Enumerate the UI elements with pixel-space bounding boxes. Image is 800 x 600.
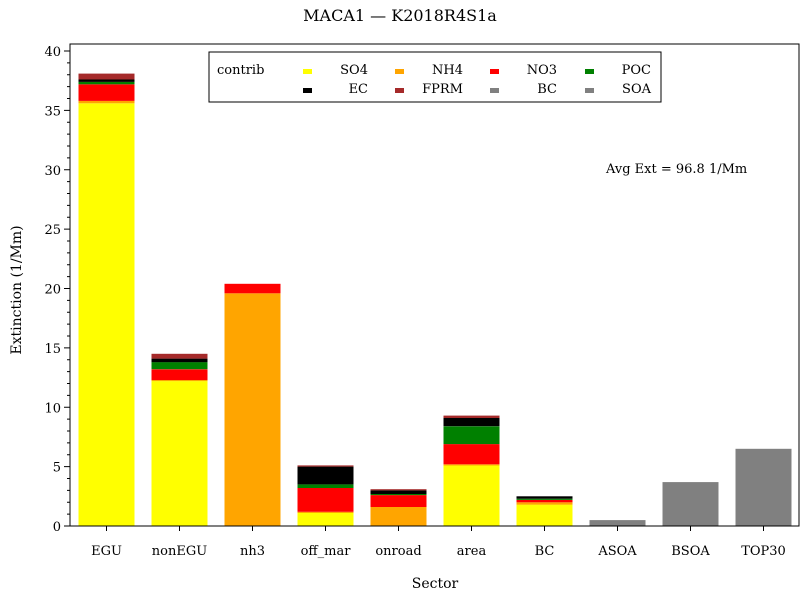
bar-segment-onroad-NH4 [370, 507, 427, 526]
legend-label-FPRM: FPRM [422, 82, 463, 97]
bar-segment-off_mar-SO4 [297, 512, 354, 526]
y-tick-label: 0 [53, 520, 61, 535]
bar-segment-onroad-POC [370, 493, 427, 496]
bar-segment-nonEGU-NH4 [151, 379, 208, 382]
x-tick-label: EGU [91, 544, 122, 559]
bar-segment-BC-NO3 [516, 499, 573, 503]
legend-swatch-SOA [585, 88, 594, 93]
bar-segment-BC-NH4 [516, 502, 573, 505]
bar-segment-nonEGU-POC [151, 362, 208, 370]
y-tick-label: 10 [44, 401, 61, 416]
legend-label-SO4: SO4 [340, 63, 368, 78]
bar-segment-nonEGU-SO4 [151, 381, 208, 526]
bar-segment-area-EC [443, 417, 500, 427]
bar-segment-nonEGU-FPRM [151, 353, 208, 359]
bar-segment-nonEGU-NO3 [151, 369, 208, 380]
bar-segment-BC-SO4 [516, 504, 573, 526]
bar-segment-EGU-SO4 [78, 103, 135, 527]
chart-title: MACA1 — K2018R4S1a [303, 6, 497, 25]
bar-segment-BC-POC [516, 498, 573, 500]
legend-swatch-POC [585, 69, 594, 74]
bar-segment-onroad-NO3 [370, 495, 427, 507]
bar-segment-area-NH4 [443, 464, 500, 466]
bar-segment-nh3-NO3 [224, 283, 281, 294]
x-tick-label: onroad [375, 544, 421, 559]
bar-segment-TOP30-SOA [735, 448, 792, 526]
legend-label-BC: BC [537, 82, 557, 97]
legend-label-NH4: NH4 [432, 63, 463, 78]
bar-segment-off_mar-NO3 [297, 488, 354, 512]
bar-segment-area-FPRM [443, 415, 500, 418]
bar-segment-area-NO3 [443, 444, 500, 465]
y-tick-label: 5 [53, 461, 61, 476]
bar-segment-EGU-POC [78, 81, 135, 85]
bar-segment-off_mar-POC [297, 484, 354, 488]
legend-swatch-BC [490, 88, 499, 93]
legend-label-EC: EC [349, 82, 368, 97]
bar-segment-nonEGU-EC [151, 358, 208, 363]
bar-segment-off_mar-EC [297, 466, 354, 485]
x-axis-label: Sector [412, 576, 459, 592]
legend-box [208, 51, 662, 103]
legend-swatch-FPRM [395, 88, 404, 93]
legend-title: contrib [217, 63, 264, 78]
bar-segment-area-SO4 [443, 465, 500, 526]
legend-swatch-EC [303, 88, 312, 93]
y-tick-label: 15 [44, 342, 61, 357]
bar-segment-EGU-NO3 [78, 84, 135, 101]
x-tick-label: ASOA [597, 544, 637, 559]
legend-swatch-SO4 [303, 69, 312, 74]
bar-segment-off_mar-FPRM [297, 465, 354, 467]
x-tick-label: area [457, 544, 487, 559]
legend-label-NO3: NO3 [527, 63, 557, 78]
bar-segment-area-POC [443, 426, 500, 445]
bar-segment-EGU-FPRM [78, 73, 135, 80]
bar-segment-BC-EC [516, 496, 573, 499]
y-axis-label: Extinction (1/Mm) [9, 225, 25, 354]
bar-segment-EGU-EC [78, 79, 135, 82]
bar-segment-onroad-EC [370, 490, 427, 494]
plot-frame [69, 43, 800, 527]
bar-segment-off_mar-NH4 [297, 511, 354, 513]
x-tick-label: BC [535, 544, 555, 559]
bar-segment-ASOA-SOA [589, 520, 646, 526]
x-tick-label: nonEGU [152, 544, 207, 559]
bar-segment-nh3-NH4 [224, 293, 281, 527]
x-tick-label: BSOA [671, 544, 710, 559]
legend-label-SOA: SOA [622, 82, 652, 97]
y-tick-label: 40 [44, 45, 61, 60]
legend-swatch-NO3 [490, 69, 499, 74]
bar-segment-EGU-NH4 [78, 100, 135, 104]
bar-segment-BSOA-SOA [662, 482, 719, 526]
y-tick-label: 30 [44, 164, 61, 179]
x-tick-label: nh3 [240, 544, 265, 559]
x-tick-label: off_mar [301, 544, 352, 559]
x-tick-label: TOP30 [741, 544, 786, 559]
y-tick-label: 35 [44, 104, 61, 119]
avg-ext-annotation: Avg Ext = 96.8 1/Mm [605, 162, 747, 177]
y-tick-label: 25 [44, 223, 61, 238]
legend-swatch-NH4 [395, 69, 404, 74]
legend-label-POC: POC [622, 63, 651, 78]
bar-segment-onroad-FPRM [370, 489, 427, 491]
y-tick-label: 20 [44, 283, 61, 298]
